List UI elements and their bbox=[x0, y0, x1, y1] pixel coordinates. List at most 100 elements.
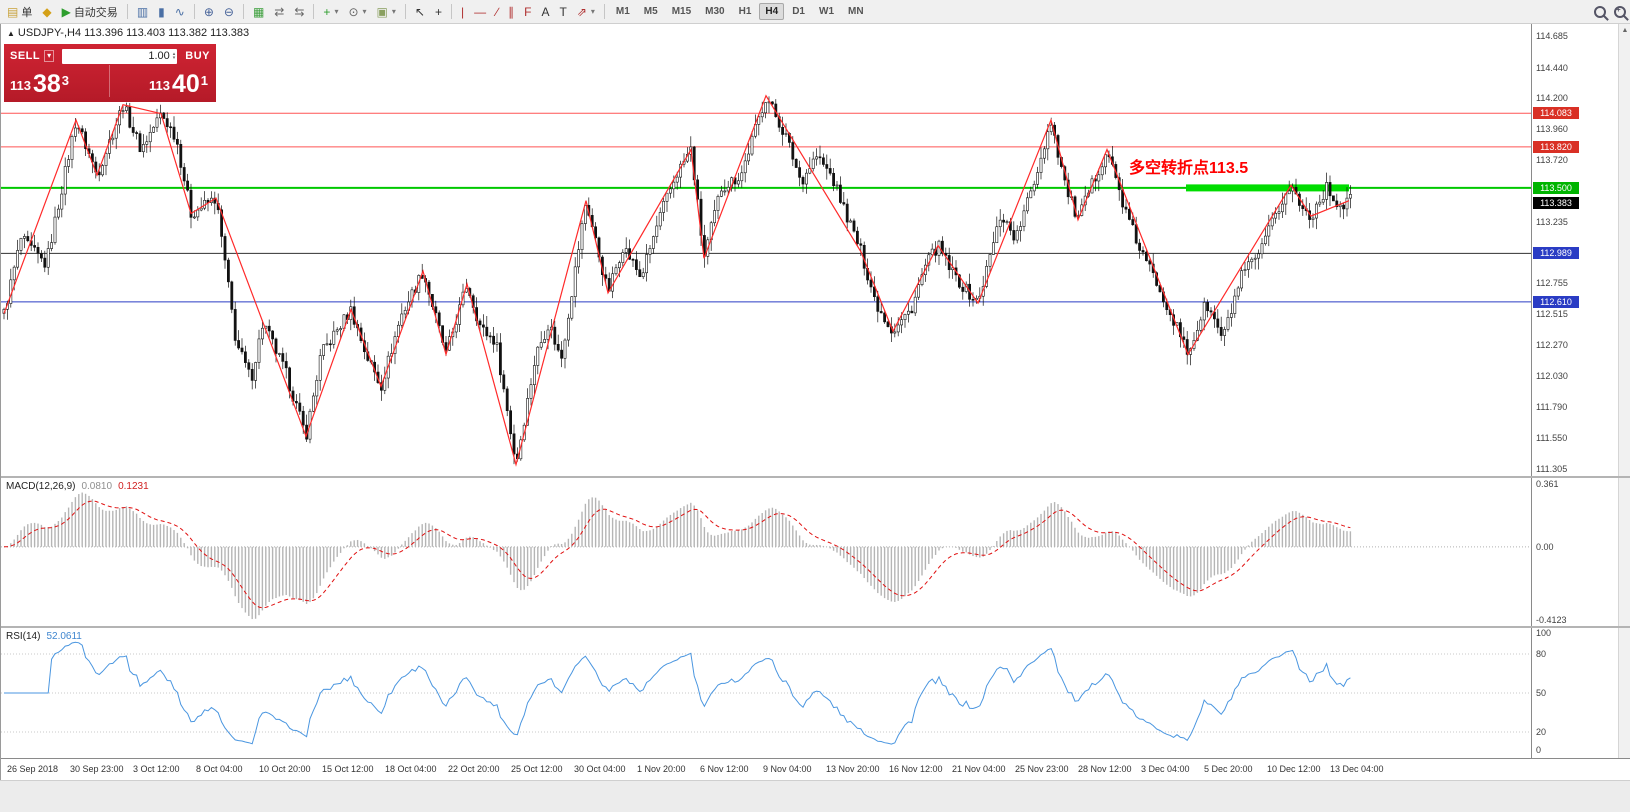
axis-label: 112.030 bbox=[1536, 371, 1568, 382]
time-axis-label: 10 Dec 12:00 bbox=[1267, 764, 1321, 774]
price-badge: 112.989 bbox=[1533, 247, 1579, 260]
axis-label: 111.790 bbox=[1536, 401, 1568, 412]
vline-button[interactable]: | bbox=[457, 2, 468, 22]
timeframe-mn[interactable]: MN bbox=[848, 6, 864, 17]
indicators-icon: + bbox=[323, 4, 331, 19]
time-axis-label: 5 Dec 20:00 bbox=[1204, 764, 1253, 774]
macd-signal-value: 0.1231 bbox=[118, 481, 149, 492]
chart-window: ▲ USDJPY-,H4 113.396 113.403 113.382 113.… bbox=[0, 24, 1630, 780]
tile-windows-icon: ▦ bbox=[252, 4, 265, 19]
time-axis-label: 15 Oct 12:00 bbox=[322, 764, 374, 774]
trendline-button[interactable]: ∕ bbox=[492, 2, 502, 22]
axis-label: 114.440 bbox=[1536, 62, 1568, 73]
fibonacci-button[interactable]: F bbox=[520, 2, 535, 22]
time-axis[interactable]: 26 Sep 2018 30 Sep 23:00 3 Oct 12:00 8 Oct … bbox=[1, 758, 1630, 780]
chart-title-text: USDJPY-,H4 113.396 113.403 113.382 113.3… bbox=[17, 27, 250, 39]
price-axis[interactable]: 114.685 114.440 114.200 113.960 113.720 113.2… bbox=[1531, 24, 1618, 780]
timeframe-m15[interactable]: M15 bbox=[671, 6, 692, 17]
buy-button[interactable]: 113 40 1 bbox=[110, 65, 211, 97]
candlestick-chart-button[interactable]: ▮ bbox=[154, 2, 169, 22]
time-axis-label: 3 Dec 04:00 bbox=[1141, 764, 1190, 774]
price-chart-panel: ▲ USDJPY-,H4 113.396 113.403 113.382 113.… bbox=[1, 24, 1531, 476]
rsi-axis-scale: 100 80 50 20 0 bbox=[1532, 628, 1619, 758]
axis-label: 50 bbox=[1536, 688, 1547, 698]
toolbar-separator bbox=[603, 4, 605, 19]
time-axis-label: 9 Nov 04:00 bbox=[763, 764, 812, 774]
rsi-chart[interactable] bbox=[1, 628, 1531, 758]
new-order-button[interactable]: ▤ 单 bbox=[3, 2, 36, 22]
text-icon: A bbox=[541, 4, 550, 19]
time-axis-label: 30 Sep 23:00 bbox=[70, 764, 124, 774]
timeframe-m1[interactable]: M1 bbox=[615, 6, 630, 17]
time-axis-label: 6 Nov 12:00 bbox=[700, 764, 749, 774]
time-axis-label: 25 Nov 23:00 bbox=[1015, 764, 1069, 774]
lot-value: 1.00 bbox=[148, 50, 170, 62]
channel-button[interactable]: ∥ bbox=[504, 2, 518, 22]
zoom-in-button[interactable]: ⊕ bbox=[200, 2, 218, 22]
text-button[interactable]: A bbox=[537, 2, 553, 22]
text-annotation[interactable]: 多空转折点113.5 bbox=[1129, 160, 1249, 177]
toolbar-separator bbox=[313, 4, 315, 19]
price-badge: 113.500 bbox=[1533, 181, 1579, 194]
time-axis-label: 1 Nov 20:00 bbox=[637, 764, 686, 774]
bar-chart-button[interactable]: ▥ bbox=[133, 2, 152, 22]
macd-panel: MACD(12,26,9) 0.0810 0.1231 bbox=[1, 478, 1531, 626]
panel-splitter[interactable] bbox=[1, 476, 1630, 478]
axis-label: 112.270 bbox=[1536, 340, 1568, 351]
indicators-button[interactable]: + ▾ bbox=[319, 2, 342, 22]
timeframe-h1[interactable]: H1 bbox=[738, 6, 752, 17]
chevron-down-icon: ▾ bbox=[334, 7, 339, 16]
label-button[interactable]: T bbox=[555, 2, 570, 22]
line-chart-button[interactable]: ∿ bbox=[171, 2, 189, 22]
sell-price-pipette: 3 bbox=[61, 73, 70, 88]
arrows-button[interactable]: ⇗ ▾ bbox=[573, 2, 599, 22]
crosshair-button[interactable]: + bbox=[431, 2, 446, 22]
axis-label: 113.235 bbox=[1536, 216, 1568, 227]
toolbar-separator bbox=[126, 4, 128, 19]
macd-chart[interactable] bbox=[1, 478, 1531, 626]
axis-label: 112.755 bbox=[1536, 278, 1568, 289]
timeframe-w1[interactable]: W1 bbox=[819, 6, 834, 17]
zoom-in-icon: ⊕ bbox=[203, 4, 214, 19]
sell-price-pips: 38 bbox=[32, 70, 61, 98]
price-chart[interactable] bbox=[1, 24, 1531, 476]
timeframe-m30[interactable]: M30 bbox=[705, 6, 725, 17]
templates-button[interactable]: ▣ ▾ bbox=[373, 2, 400, 22]
zoom-out-button[interactable]: ⊖ bbox=[220, 2, 238, 22]
search-symbol-button[interactable] bbox=[1594, 6, 1606, 18]
time-axis-label: 25 Oct 12:00 bbox=[511, 764, 563, 774]
lot-spinner[interactable]: ▴ ▾ bbox=[172, 51, 176, 61]
lot-size-input[interactable]: 1.00 ▴ ▾ bbox=[62, 48, 178, 64]
panel-splitter[interactable] bbox=[1, 626, 1630, 628]
vertical-scrollbar[interactable]: ▲ bbox=[1618, 24, 1630, 780]
toolbar-separator bbox=[242, 4, 244, 19]
axis-label: 113.720 bbox=[1536, 154, 1568, 165]
sell-label: SELL bbox=[10, 50, 41, 62]
new-order-icon: ▤ bbox=[7, 4, 19, 19]
time-axis-label: 18 Oct 04:00 bbox=[385, 764, 437, 774]
line-chart-icon: ∿ bbox=[174, 4, 185, 19]
axis-label: 111.550 bbox=[1536, 432, 1568, 443]
macd-name: MACD(12,26,9) bbox=[6, 481, 76, 492]
timeframe-d1[interactable]: D1 bbox=[792, 6, 805, 17]
new-order-button-label: 单 bbox=[21, 6, 33, 19]
sell-button[interactable]: 113 38 3 bbox=[10, 65, 110, 97]
tile-windows-button[interactable]: ▦ bbox=[249, 2, 268, 22]
axis-label: 0.00 bbox=[1536, 541, 1554, 552]
chart-shift-button[interactable]: ⇆ bbox=[290, 2, 308, 22]
favorites-icon: ◆ bbox=[42, 4, 52, 19]
hline-button[interactable]: — bbox=[470, 2, 490, 22]
auto-scroll-button[interactable]: ⇄ bbox=[270, 2, 288, 22]
favorites-button[interactable]: ◆ bbox=[38, 2, 55, 22]
auto-trading-button[interactable]: ▶ 自动交易 bbox=[58, 2, 122, 22]
scroll-up-icon[interactable]: ▲ bbox=[1621, 27, 1629, 34]
periods-button[interactable]: ⊙ ▾ bbox=[344, 2, 370, 22]
trade-settings-dropdown[interactable]: ▾ bbox=[44, 50, 55, 62]
timeframe-h4[interactable]: H4 bbox=[759, 3, 785, 20]
cursor-button[interactable]: ↖ bbox=[411, 2, 429, 22]
time-axis-label: 21 Nov 04:00 bbox=[952, 764, 1006, 774]
timeframe-m5[interactable]: M5 bbox=[643, 6, 658, 17]
templates-icon: ▣ bbox=[376, 4, 388, 19]
rsi-value: 52.0611 bbox=[46, 631, 82, 642]
data-window-button[interactable]: + bbox=[1614, 5, 1626, 18]
